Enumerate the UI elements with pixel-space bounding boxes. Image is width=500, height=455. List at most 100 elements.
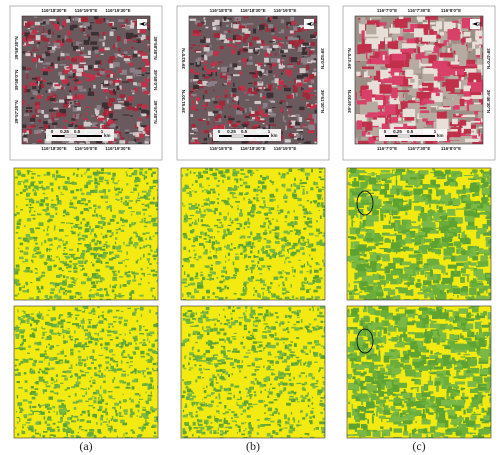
patch [58, 359, 64, 362]
patch [90, 229, 94, 233]
patch [84, 272, 86, 276]
patch [46, 247, 49, 252]
patch [189, 47, 193, 49]
patch [62, 214, 65, 217]
patch [302, 191, 305, 195]
patch [197, 61, 200, 65]
patch [191, 221, 193, 225]
patch [285, 277, 288, 281]
patch [286, 105, 293, 108]
patch [27, 427, 29, 429]
patch [276, 219, 278, 222]
patch [124, 436, 130, 438]
patch [290, 120, 296, 126]
patch [56, 44, 61, 49]
patch [324, 234, 325, 237]
patch [100, 314, 103, 317]
patch [210, 236, 213, 239]
patch [238, 321, 242, 326]
patch [227, 44, 234, 47]
patch [70, 253, 75, 258]
patch [44, 371, 49, 375]
patch [257, 313, 263, 316]
patch [263, 365, 265, 368]
patch [238, 48, 242, 53]
patch [238, 243, 244, 247]
patch [421, 49, 427, 56]
patch [294, 125, 301, 128]
patch [261, 40, 264, 46]
patch [17, 182, 22, 186]
patch [126, 173, 128, 177]
patch [259, 205, 262, 208]
patch [83, 121, 91, 127]
patch [57, 295, 62, 299]
patch [264, 412, 266, 414]
patch [307, 361, 312, 365]
patch [247, 277, 251, 281]
patch [140, 314, 143, 318]
patch [236, 359, 240, 364]
patch [139, 342, 143, 344]
patch [197, 406, 201, 409]
patch [211, 81, 218, 84]
patch [74, 56, 82, 58]
patch [62, 240, 64, 243]
patch [307, 240, 310, 244]
patch [195, 259, 199, 261]
patch [212, 191, 216, 194]
patch [118, 209, 122, 214]
patch [59, 274, 63, 277]
patch [260, 390, 262, 394]
patch [38, 376, 44, 379]
patch [237, 207, 239, 210]
patch [51, 323, 57, 328]
patch [147, 354, 151, 357]
patch [306, 200, 309, 202]
patch [111, 257, 116, 260]
patch [16, 421, 19, 424]
patch [192, 330, 198, 334]
patch [137, 370, 142, 374]
patch [377, 57, 389, 65]
patch [56, 197, 59, 201]
patch [84, 244, 89, 247]
patch [322, 381, 325, 383]
patch [264, 229, 267, 232]
patch [205, 101, 208, 107]
patch [144, 204, 149, 207]
patch [225, 169, 230, 173]
patch [104, 179, 109, 182]
patch [284, 87, 291, 92]
patch [293, 419, 296, 423]
patch [23, 43, 31, 46]
patch [36, 421, 42, 425]
patch [189, 193, 193, 197]
patch [34, 253, 39, 255]
patch [305, 394, 309, 397]
patch [317, 327, 320, 330]
patch [157, 315, 158, 320]
patch [118, 320, 122, 323]
patch [214, 296, 219, 298]
patch [77, 42, 83, 44]
patch [23, 137, 27, 140]
patch [156, 180, 158, 183]
patch [65, 279, 67, 283]
patch [303, 362, 306, 366]
patch [50, 377, 53, 381]
patch [188, 333, 191, 337]
patch [197, 376, 202, 379]
patch [146, 192, 151, 196]
patch [108, 59, 113, 64]
patch [45, 203, 49, 206]
patch [230, 313, 233, 315]
patch [99, 366, 101, 369]
patch [16, 225, 20, 230]
patch [373, 50, 388, 59]
patch [41, 185, 44, 188]
patch [277, 212, 281, 215]
patch [94, 253, 100, 256]
patch [128, 206, 133, 209]
patch [143, 274, 145, 277]
